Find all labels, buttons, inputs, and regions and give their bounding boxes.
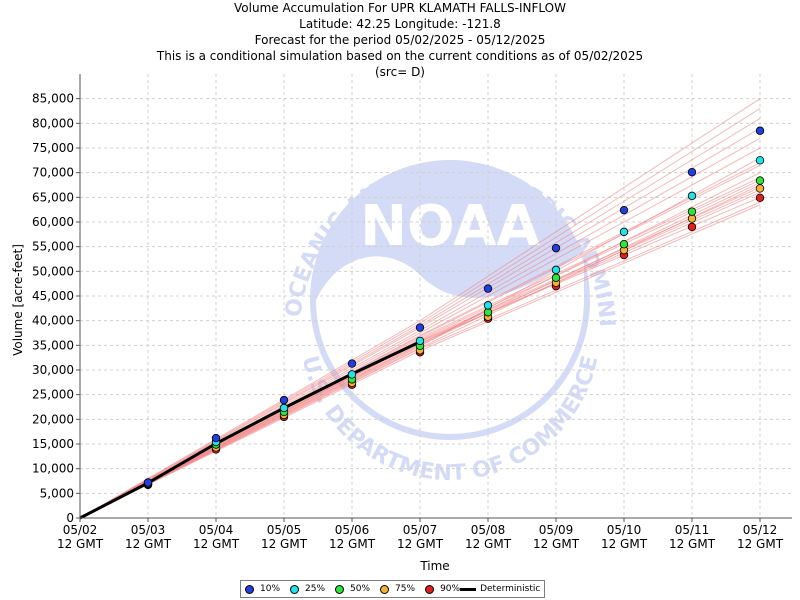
point-10pct-2 bbox=[279, 395, 289, 405]
point-25pct-9 bbox=[755, 156, 765, 165]
point-50pct-8 bbox=[687, 207, 697, 216]
chart-subtitle-location: Latitude: 42.25 Longitude: -121.8 bbox=[299, 17, 501, 31]
legend-label-75pct: 75% bbox=[395, 584, 416, 594]
chart-subtitle-source: (src= D) bbox=[375, 65, 425, 79]
y-tick-label-5: 25,000 bbox=[32, 388, 74, 402]
y-tick-label-15: 75,000 bbox=[32, 141, 74, 155]
ensemble-trace-13 bbox=[79, 98, 761, 519]
legend-label-25pct: 25% bbox=[305, 584, 326, 594]
legend-item-10pct: 10% bbox=[245, 584, 280, 594]
point-10pct-6 bbox=[551, 243, 561, 253]
x-tick-label-4: 05/06 12 GMT bbox=[329, 523, 376, 551]
point-25pct-2 bbox=[279, 403, 289, 413]
point-50pct-5 bbox=[483, 308, 493, 317]
point-75pct-8 bbox=[687, 214, 697, 223]
legend-label-10pct: 10% bbox=[260, 584, 281, 594]
point-10pct-5 bbox=[483, 284, 493, 293]
exceedance-points bbox=[143, 126, 765, 490]
legend-item-25pct: 25% bbox=[290, 584, 325, 594]
point-25pct-8 bbox=[687, 191, 697, 201]
y-tick-label-4: 20,000 bbox=[32, 412, 74, 426]
y-tick-label-9: 45,000 bbox=[32, 289, 74, 303]
ensemble-trace-12 bbox=[79, 108, 761, 519]
legend-items: 10% 25% 50% 75% 90% bbox=[245, 584, 460, 594]
point-10pct-7 bbox=[619, 205, 629, 215]
y-tick-label-3: 15,000 bbox=[32, 437, 74, 451]
legend-item-90pct: 90% bbox=[425, 584, 460, 594]
point-25pct-7 bbox=[619, 227, 629, 237]
point-90pct-8 bbox=[687, 222, 697, 232]
chart-title-block: Volume Accumulation For UPR KLAMATH FALL… bbox=[0, 0, 800, 80]
point-10pct-3 bbox=[347, 359, 357, 368]
y-tick-label-8: 40,000 bbox=[32, 314, 74, 328]
noaa-watermark-logo: NOAA NATIONAL OCEANIC AND ATMOSPHERIC AD… bbox=[0, 0, 619, 486]
legend-label-50pct: 50% bbox=[350, 584, 371, 594]
y-tick-label-17: 85,000 bbox=[32, 92, 74, 106]
point-25pct-6 bbox=[551, 265, 561, 275]
legend-line-deterministic bbox=[460, 587, 477, 591]
legend-label-deterministic: Deterministic bbox=[480, 584, 541, 594]
y-tick-label-11: 55,000 bbox=[32, 240, 74, 254]
grid-lines bbox=[79, 74, 792, 519]
y-tick-label-10: 50,000 bbox=[32, 264, 74, 278]
legend-swatch-50pct bbox=[335, 584, 345, 594]
y-tick-label-13: 65,000 bbox=[32, 190, 74, 204]
x-tick-label-7: 05/09 12 GMT bbox=[533, 523, 580, 551]
y-axis-title: Volume [acre-feet] bbox=[11, 244, 25, 356]
legend-item-75pct: 75% bbox=[380, 584, 415, 594]
y-tick-label-2: 10,000 bbox=[32, 462, 74, 476]
legend-swatch-10pct bbox=[245, 584, 254, 594]
x-tick-label-5: 05/07 12 GMT bbox=[397, 523, 444, 551]
y-tick-label-12: 60,000 bbox=[32, 215, 74, 229]
point-90pct-9 bbox=[755, 193, 765, 203]
x-tick-label-0: 05/02 12 GMT bbox=[57, 523, 104, 551]
deterministic-line bbox=[79, 340, 421, 520]
deterministic-series-line bbox=[79, 340, 421, 520]
chart-subtitle-period: Forecast for the period 05/02/2025 - 05/… bbox=[254, 33, 546, 47]
y-tick-label-6: 30,000 bbox=[32, 363, 74, 377]
y-tick-label-0: 0 bbox=[66, 511, 74, 525]
point-50pct-6 bbox=[551, 273, 561, 282]
x-tick-label-2: 05/04 12 GMT bbox=[193, 523, 240, 551]
x-axis-ticks: 05/02 12 GMT 05/03 12 GMT 05/04 12 GMT 05/05 12… bbox=[57, 518, 784, 551]
chart-title: Volume Accumulation For UPR KLAMATH FALL… bbox=[234, 1, 566, 15]
legend-swatch-75pct bbox=[380, 584, 390, 594]
legend-item-deterministic: Deterministic bbox=[460, 584, 540, 594]
x-tick-label-10: 05/12 12 GMT bbox=[737, 523, 784, 551]
point-10pct-8 bbox=[687, 167, 697, 177]
legend-swatch-25pct bbox=[290, 584, 300, 594]
point-50pct-9 bbox=[755, 176, 765, 185]
chart-subtitle-condition: This is a conditional simulation based o… bbox=[156, 49, 644, 63]
watermark-logo-text: NOAA bbox=[360, 194, 540, 259]
point-10pct-9 bbox=[755, 126, 765, 135]
y-tick-label-1: 5,000 bbox=[40, 486, 74, 500]
y-tick-label-16: 80,000 bbox=[32, 116, 74, 130]
y-tick-label-7: 35,000 bbox=[32, 338, 74, 352]
point-10pct-1 bbox=[211, 433, 221, 443]
x-tick-label-1: 05/03 12 GMT bbox=[125, 523, 172, 551]
x-tick-label-6: 05/08 12 GMT bbox=[465, 523, 512, 551]
legend-label-90pct: 90% bbox=[440, 584, 461, 594]
x-axis-title: Time bbox=[419, 559, 449, 573]
x-tick-label-3: 05/05 12 GMT bbox=[261, 523, 308, 551]
point-25pct-3 bbox=[347, 370, 357, 379]
point-10pct-4 bbox=[415, 323, 425, 332]
point-25pct-4 bbox=[415, 336, 425, 346]
point-75pct-9 bbox=[755, 184, 765, 193]
legend-swatch-90pct bbox=[425, 584, 435, 594]
y-axis-ticks: 0 5,000 10,000 15,000 20,000 25,000 30,000 35,0… bbox=[32, 92, 80, 525]
legend-item-50pct: 50% bbox=[335, 584, 370, 594]
point-25pct-5 bbox=[483, 301, 493, 310]
x-tick-label-9: 05/11 12 GMT bbox=[669, 523, 716, 551]
point-50pct-7 bbox=[619, 239, 629, 249]
point-10pct-0 bbox=[143, 478, 153, 487]
chart-legend: 10% 25% 50% 75% 90% Deterministic bbox=[240, 580, 546, 598]
y-tick-label-14: 70,000 bbox=[32, 166, 74, 180]
x-tick-label-8: 05/10 12 GMT bbox=[601, 523, 648, 551]
